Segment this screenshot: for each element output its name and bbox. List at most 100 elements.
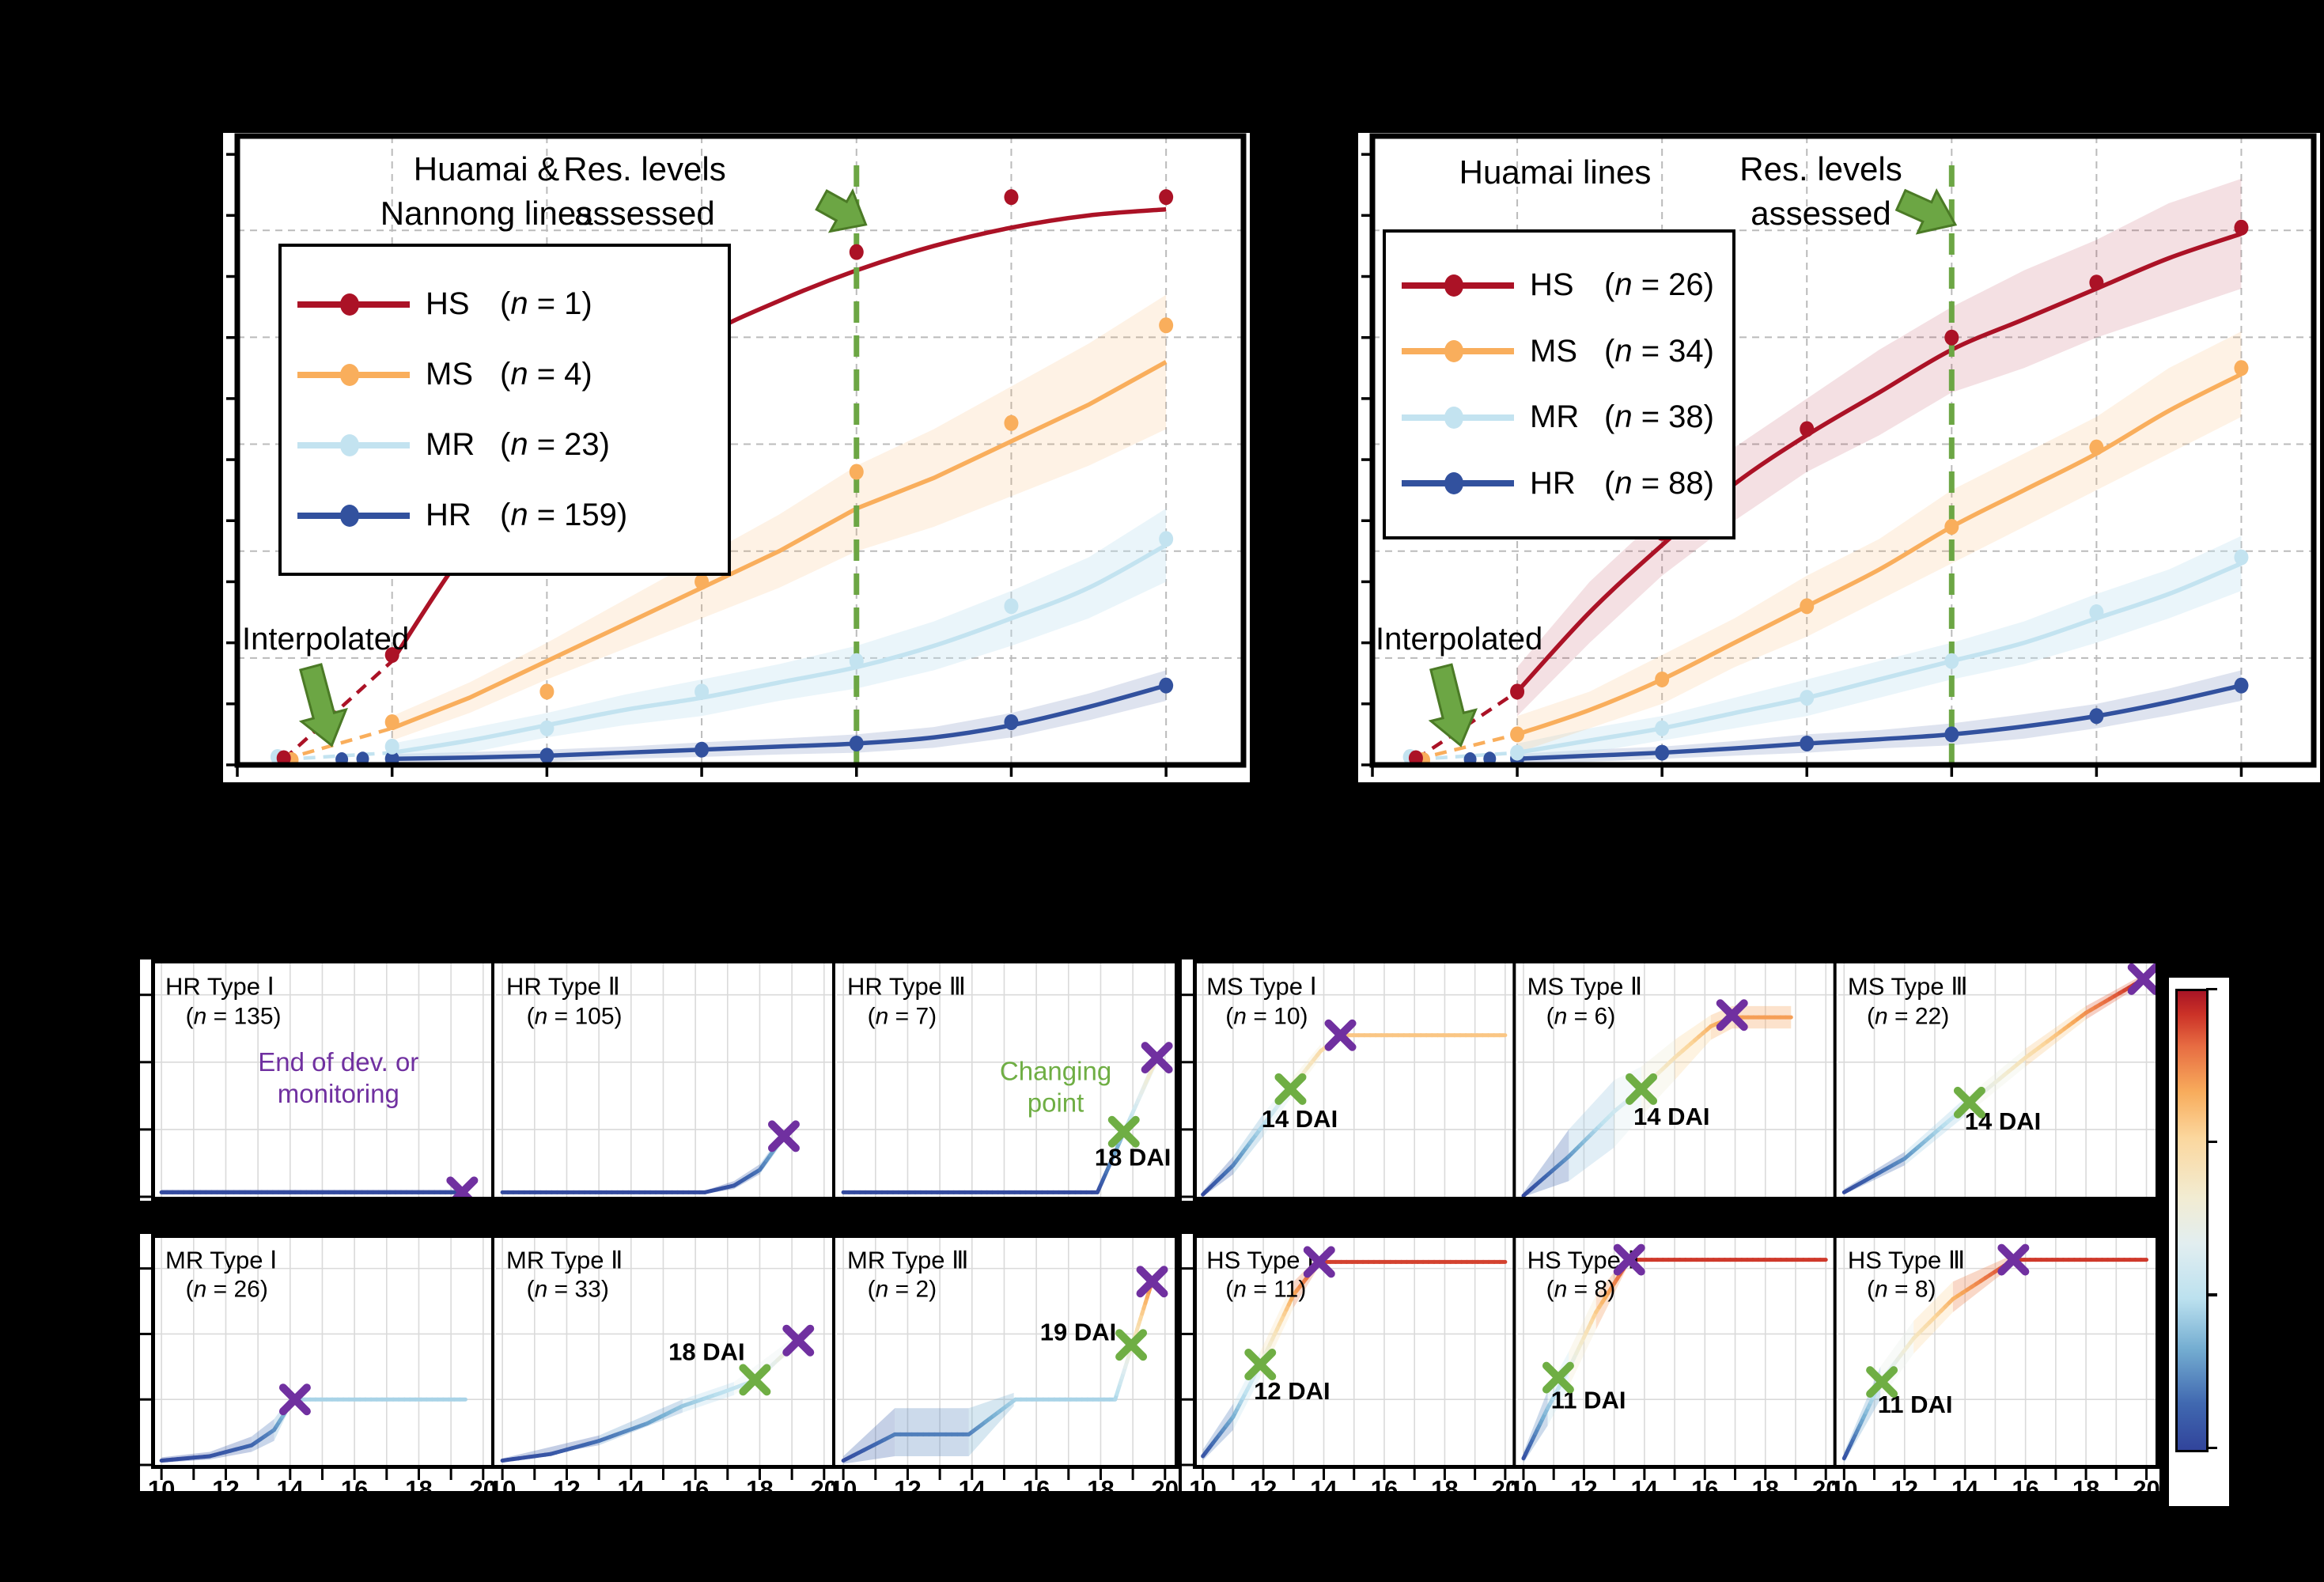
colorbar-tick [2206, 1140, 2217, 1144]
panel-b-title-line1: Huamai lines [1459, 153, 1652, 191]
subplot-note: monitoring [278, 1079, 399, 1108]
panel-a-res-annotation: Res. levels assessed [467, 147, 823, 236]
x-tick-label: 16 [682, 1475, 709, 1491]
x-tick-label: 18 [746, 1475, 773, 1491]
panel-a-border [234, 133, 1247, 768]
subplot-hs3: HS Type Ⅲ(n = 8)11 DAI [1838, 1238, 2156, 1465]
legend-item-hr: HR (n = 88) [1399, 466, 1720, 501]
x-tick-label: 10 [1189, 1475, 1216, 1491]
hr-point [695, 741, 710, 758]
subplot-n-count: (n = 8) [1867, 1277, 1936, 1303]
x-tick-label: 18 [1431, 1475, 1458, 1491]
legend-item-ms: MS (n = 4) [294, 357, 715, 392]
ms-point [849, 464, 864, 480]
end-of-monitoring-marker [767, 1120, 800, 1152]
hr-point [539, 747, 555, 764]
subplot-title: MR Type Ⅲ [847, 1247, 968, 1274]
subplot-ms2: MS Type Ⅱ (n = 6) 14 DAI [1517, 963, 1835, 1197]
hs-point [2234, 219, 2249, 236]
x-tick-label: 14 [1310, 1475, 1338, 1491]
subplot-title: MR Type Ⅰ [165, 1247, 277, 1274]
small-multiples-group0-row1: MR Type Ⅰ (n = 26) 10 12 14 16 18 20 MR Type Ⅱ (n… [140, 1234, 1179, 1491]
legend-swatch-hr [1402, 472, 1514, 495]
legend-item-mr: MR (n = 38) [1399, 399, 1720, 435]
x-tick-label: 10 [1510, 1475, 1537, 1491]
ms-point [1004, 414, 1019, 431]
subplot-ms1: MS Type Ⅰ (n = 10) 14 DAI [1197, 963, 1515, 1197]
group-border [1193, 959, 2159, 1201]
mr-point [1800, 690, 1815, 706]
hs-point [1800, 421, 1815, 437]
dai-label: 18 DAI [668, 1338, 744, 1366]
x-tick-label: 10 [148, 1475, 175, 1491]
end-of-monitoring-marker [1716, 999, 1748, 1031]
mr-point [1510, 744, 1525, 761]
legend-swatch-mr [1402, 406, 1514, 429]
group-border [151, 1234, 1179, 1469]
end-of-monitoring-marker [1303, 1246, 1335, 1278]
x-tick-label: 18 [1087, 1475, 1114, 1491]
legend-swatch-hs [1402, 274, 1514, 297]
subplot-n-count: (n = 6) [1546, 1004, 1616, 1030]
colorbar-tick [2206, 1293, 2217, 1296]
ms-point [2089, 439, 2104, 456]
legend-label: HS [426, 286, 470, 321]
subplot-n-count: (n = 26) [186, 1277, 268, 1303]
legend-label: MS [1530, 333, 1577, 369]
subplot-title: HR Type Ⅱ [506, 973, 620, 1001]
legend-n-count: (n = 159) [500, 498, 628, 532]
x-tick-label: 16 [2012, 1475, 2038, 1491]
hs-line [1516, 231, 2243, 694]
hs-point [1510, 683, 1525, 700]
mr-line [392, 543, 1168, 755]
subplot-hr1: HR Type Ⅰ (n = 135) End of dev. ormonitori… [155, 963, 493, 1197]
end-of-monitoring-marker [1136, 1266, 1168, 1298]
res-line1: Res. levels [563, 150, 726, 187]
mr-point [695, 683, 710, 700]
panel-b-legend-box: HS (n = 26) MS (n = 34) MR (n = 38) HR (n = 88) [1383, 229, 1735, 539]
ms-point [384, 713, 399, 730]
hr-point [1159, 677, 1174, 694]
x-tick-label: 16 [341, 1475, 368, 1491]
legend-label: MR [426, 427, 475, 462]
subplot-hr2: HR Type Ⅱ (n = 105) [496, 963, 834, 1197]
hr-ci-band [392, 670, 1167, 764]
x-tick-label: 10 [489, 1475, 516, 1491]
subplot-hs2: HS Type Ⅱ(n = 8)11 DAI [1517, 1238, 1835, 1465]
end-of-monitoring-marker [2127, 963, 2156, 995]
ms-point [1159, 317, 1174, 334]
res-assessed-arrow [815, 187, 868, 233]
mr-ci-band [392, 508, 1167, 763]
ms-point [695, 573, 710, 590]
legend-n-count: (n = 34) [1604, 333, 1714, 369]
mr-line [1516, 561, 2243, 755]
legend-item-ms: MS (n = 34) [1399, 334, 1720, 369]
subplot-n-count: (n = 22) [1867, 1004, 1949, 1030]
end-of-monitoring-marker [1324, 1019, 1357, 1051]
changing-point-marker [1244, 1349, 1277, 1381]
changing-point-marker [739, 1364, 771, 1396]
hs-point [1944, 329, 1959, 346]
hr-point [849, 735, 864, 751]
subplot-note: Changing [1000, 1057, 1111, 1086]
subplot-note: point [1028, 1088, 1084, 1118]
legend-label: HS [1530, 267, 1574, 303]
changing-point-marker [1274, 1073, 1307, 1105]
interpolated-arrow [1428, 663, 1478, 747]
small-multiples-group1-row1: HS Type Ⅰ (n = 11) 12 DAI 10 12 14 16 18 20 HS Ty… [1182, 1234, 2159, 1491]
panel-b-interpolated-label: Interpolated [1376, 622, 1543, 657]
hr-point [2089, 708, 2104, 725]
legend-item-mr: MR (n = 23) [294, 427, 715, 463]
ms-point [1944, 518, 1959, 535]
ms-ci-band [1517, 331, 2242, 753]
ms-line [1516, 372, 2243, 737]
legend-swatch-ms [1402, 340, 1514, 363]
subplot-hs1: HS Type Ⅰ (n = 11) 12 DAI [1197, 1238, 1515, 1465]
ms-line [391, 360, 1168, 731]
subplot-n-count: (n = 2) [868, 1277, 937, 1303]
mr-point [539, 720, 555, 736]
subplot-ms3: MS Type Ⅲ(n = 22)14 DAI [1838, 963, 2156, 1197]
legend-n-count: (n = 1) [500, 286, 592, 321]
legend-label: HR [426, 498, 471, 532]
